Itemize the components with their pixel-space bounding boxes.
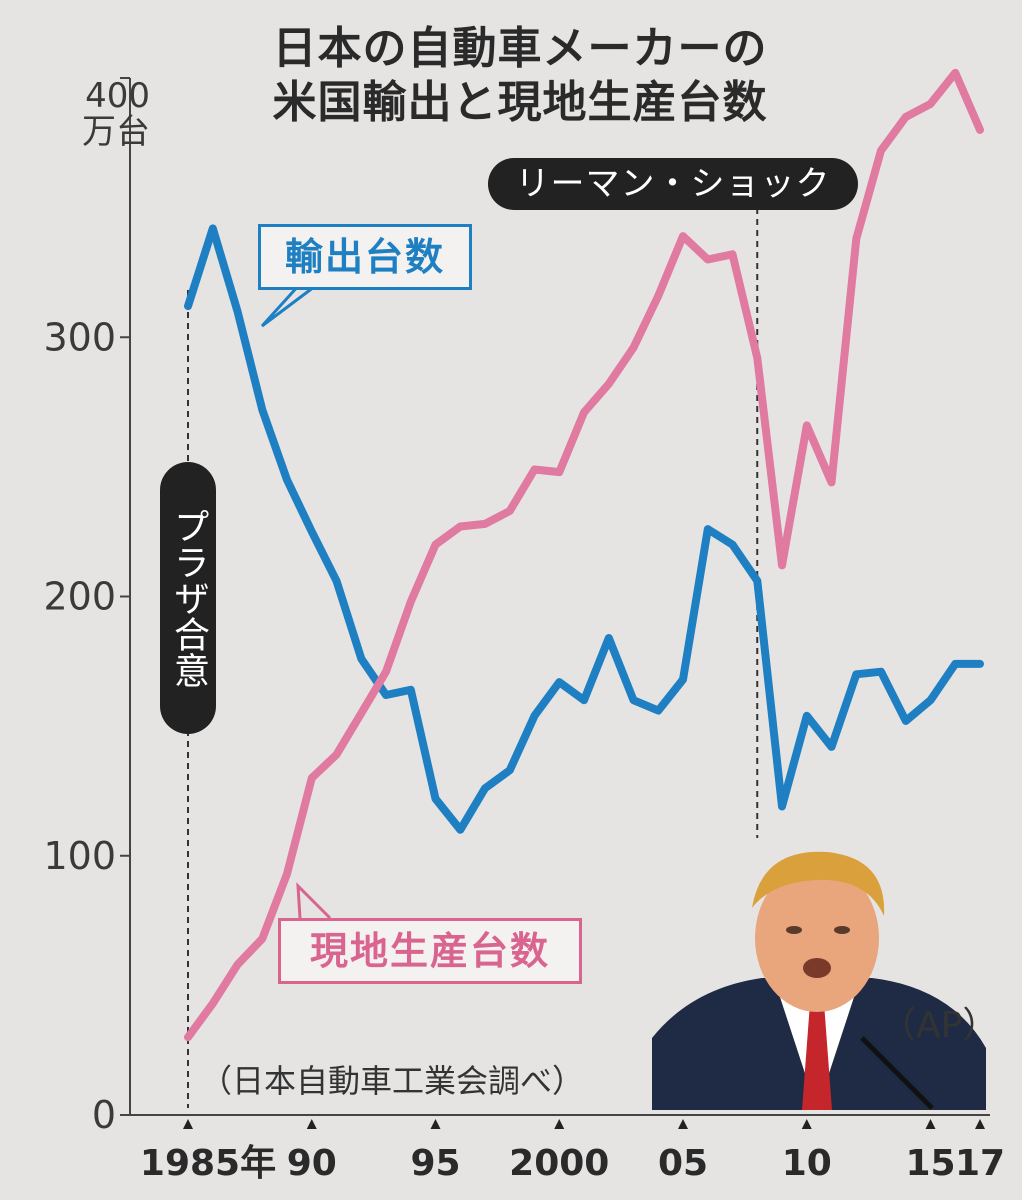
x-tick-marker — [306, 1119, 317, 1129]
x-tick-marker — [430, 1119, 441, 1129]
export-label-tail — [260, 282, 319, 328]
x-tick-marker — [975, 1119, 985, 1129]
y-tick-label: 100 — [43, 834, 116, 878]
x-tick-marker — [925, 1119, 936, 1129]
x-tick-label: 05 — [658, 1143, 708, 1184]
x-tick-label: 95 — [410, 1143, 460, 1184]
y-axis-unit-label: 万台 — [82, 112, 150, 152]
y-tick-label: 0 — [92, 1093, 116, 1137]
portrait-image — [652, 851, 986, 1110]
export-series-label: 輸出台数 — [258, 224, 472, 290]
source-note: （日本自動車工業会調べ） — [200, 1062, 585, 1100]
x-tick-label: 17 — [955, 1143, 1005, 1184]
photo-credit: （AP） — [880, 1005, 999, 1046]
x-tick-marker — [554, 1119, 565, 1129]
y-tick-label: 300 — [43, 315, 116, 359]
x-tick-label: 90 — [287, 1143, 337, 1184]
x-tick-marker — [678, 1119, 688, 1129]
chart-axes — [120, 77, 990, 1129]
chart-title-line1: 日本の自動車メーカーの — [272, 23, 768, 74]
x-tick-label: 1985年 — [140, 1143, 276, 1184]
export-line — [184, 224, 984, 834]
x-tick-marker — [183, 1119, 193, 1129]
x-tick-marker — [801, 1119, 812, 1129]
series-lines — [184, 68, 984, 1042]
tick-labels: 0 100 200 300 1985年 90 95 2000 05 10 15 17 — [43, 315, 1005, 1184]
chart-title-line2: 米国輸出と現地生産台数 — [272, 77, 768, 128]
local-series-label: 現地生産台数 — [278, 918, 582, 984]
plaza-annotation: プラザ合意 — [160, 462, 216, 734]
local-label-tail — [296, 882, 332, 920]
news-photo — [652, 838, 986, 1110]
y-axis-top-value: 400 — [85, 76, 150, 116]
chart-title: 日本の自動車メーカーの 米国輸出と現地生産台数 — [200, 22, 840, 130]
x-tick-label: 15 — [905, 1143, 955, 1184]
x-tick-label: 2000 — [509, 1143, 609, 1184]
y-axis-unit: 400 万台 — [50, 78, 150, 150]
y-tick-label: 200 — [43, 575, 116, 619]
x-tick-label: 10 — [782, 1143, 832, 1184]
local-line — [184, 68, 984, 1042]
lehman-annotation: リーマン・ショック — [488, 158, 858, 210]
